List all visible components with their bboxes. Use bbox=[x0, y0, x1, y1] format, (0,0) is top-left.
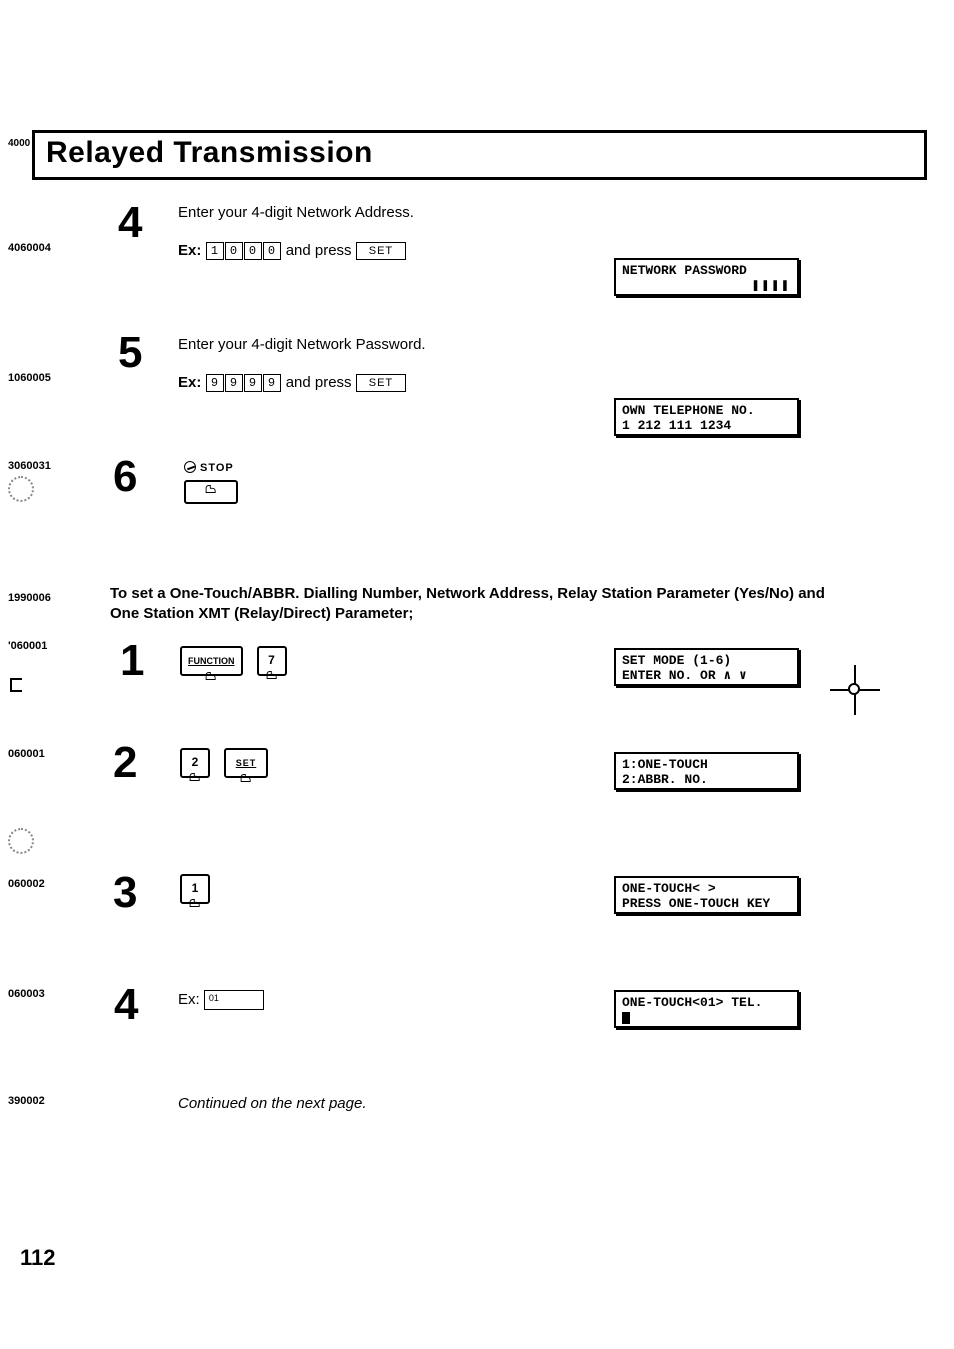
margin-code: 1990006 bbox=[8, 592, 51, 604]
margin-code: 060002 bbox=[8, 878, 45, 890]
lcd-line1: NETWORK PASSWORD bbox=[622, 263, 791, 278]
step-number: 1 bbox=[120, 636, 144, 686]
keypress-row: 1 bbox=[180, 874, 210, 904]
step-number: 4 bbox=[114, 980, 138, 1030]
lcd-display: SET MODE (1-6) ENTER NO. OR ∧ ∨ bbox=[614, 648, 799, 686]
lcd-display: 1:ONE-TOUCH 2:ABBR. NO. bbox=[614, 752, 799, 790]
digit-1-key: 1 bbox=[180, 874, 210, 904]
finger-press-icon bbox=[204, 484, 218, 494]
stop-label: STOP bbox=[200, 462, 234, 474]
lcd-line2: 1 212 111 1234 bbox=[622, 418, 791, 433]
finger-press-icon bbox=[239, 773, 253, 783]
key-label: SET bbox=[236, 758, 257, 768]
and-press: and press bbox=[286, 374, 352, 391]
digit-7-key: 7 bbox=[257, 646, 287, 676]
lcd-line2: ENTER NO. OR ∧ ∨ bbox=[622, 668, 791, 683]
ex-prefix: Ex: bbox=[178, 374, 201, 391]
page-number: 112 bbox=[20, 1245, 56, 1271]
step-number: 6 bbox=[113, 452, 137, 502]
digit-key: 9 bbox=[263, 374, 281, 392]
step-number: 2 bbox=[113, 738, 137, 788]
continued-note: Continued on the next page. bbox=[178, 1095, 366, 1112]
ex-prefix: Ex: bbox=[178, 242, 201, 259]
key-label: FUNCTION bbox=[188, 656, 235, 666]
step-number: 4 bbox=[118, 198, 142, 248]
lcd-line2: PRESS ONE-TOUCH KEY bbox=[622, 896, 791, 911]
margin-code: 3060031 bbox=[8, 460, 51, 472]
finger-press-icon bbox=[204, 671, 218, 681]
digit-key: 0 bbox=[244, 242, 262, 260]
title-underline bbox=[32, 177, 927, 180]
lcd-line2: ❚❚❚❚ bbox=[622, 278, 791, 293]
margin-code: 390002 bbox=[8, 1095, 45, 1107]
punch-hole-icon bbox=[8, 828, 34, 854]
step-example: Ex: 1000 and press SET bbox=[178, 242, 406, 260]
lcd-line2: 2:ABBR. NO. bbox=[622, 772, 791, 787]
margin-code: '060001 bbox=[8, 640, 47, 652]
lcd-display: OWN TELEPHONE NO. 1 212 111 1234 bbox=[614, 398, 799, 436]
set-key: SET bbox=[356, 374, 406, 392]
key-label: 2 bbox=[192, 755, 199, 769]
function-key: FUNCTION bbox=[180, 646, 243, 676]
entry-value: 01 bbox=[209, 993, 219, 1003]
step-number: 3 bbox=[113, 868, 137, 918]
digit-2-key: 2 bbox=[180, 748, 210, 778]
bracket-icon bbox=[10, 678, 28, 692]
finger-press-icon bbox=[188, 898, 202, 908]
digit-key: 1 bbox=[206, 242, 224, 260]
lcd-line1: SET MODE (1-6) bbox=[622, 653, 791, 668]
lcd-display: ONE-TOUCH< > PRESS ONE-TOUCH KEY bbox=[614, 876, 799, 914]
stop-key bbox=[184, 480, 238, 504]
finger-press-icon bbox=[188, 772, 202, 782]
step-number: 5 bbox=[118, 328, 142, 378]
manual-page: 4000 Relayed Transmission 4060004 106000… bbox=[0, 0, 954, 1349]
keypress-row: 2 SET bbox=[180, 748, 268, 778]
lcd-line2 bbox=[622, 1010, 791, 1025]
margin-code: 4060004 bbox=[8, 242, 51, 254]
step-example: Ex: 9999 and press SET bbox=[178, 374, 406, 392]
digit-key: 0 bbox=[263, 242, 281, 260]
margin-code: 060001 bbox=[8, 748, 45, 760]
punch-hole-icon bbox=[8, 476, 34, 502]
lcd-line1: OWN TELEPHONE NO. bbox=[622, 403, 791, 418]
digit-key: 9 bbox=[244, 374, 262, 392]
section-intro: To set a One-Touch/ABBR. Dialling Number… bbox=[110, 584, 830, 624]
cursor-icon bbox=[622, 1012, 630, 1024]
set-key: SET bbox=[356, 242, 406, 260]
step-instruction: Enter your 4-digit Network Address. bbox=[178, 204, 414, 221]
lcd-display: NETWORK PASSWORD ❚❚❚❚ bbox=[614, 258, 799, 296]
lcd-line1: 1:ONE-TOUCH bbox=[622, 757, 791, 772]
key-label: 7 bbox=[268, 653, 275, 667]
title-prefix-code: 4000 bbox=[8, 138, 30, 149]
and-press: and press bbox=[286, 242, 352, 259]
step-example: Ex: 01 bbox=[178, 990, 264, 1010]
lcd-line1: ONE-TOUCH< > bbox=[622, 881, 791, 896]
margin-code: 060003 bbox=[8, 988, 45, 1000]
stop-row: STOP bbox=[184, 458, 238, 504]
digit-key: 0 bbox=[225, 242, 243, 260]
ex-prefix: Ex: bbox=[178, 991, 200, 1008]
key-label: 1 bbox=[192, 881, 199, 895]
page-title: Relayed Transmission bbox=[46, 136, 373, 170]
lcd-line1: ONE-TOUCH<01> TEL. bbox=[622, 995, 791, 1010]
margin-code: 1060005 bbox=[8, 372, 51, 384]
digit-key: 9 bbox=[206, 374, 224, 392]
set-key: SET bbox=[224, 748, 268, 778]
keypress-row: FUNCTION 7 bbox=[180, 646, 287, 676]
stop-icon bbox=[184, 461, 196, 473]
finger-press-icon bbox=[265, 670, 279, 680]
entry-box: 01 bbox=[204, 990, 264, 1010]
digit-key: 9 bbox=[225, 374, 243, 392]
lcd-display: ONE-TOUCH<01> TEL. bbox=[614, 990, 799, 1028]
step-instruction: Enter your 4-digit Network Password. bbox=[178, 336, 426, 353]
